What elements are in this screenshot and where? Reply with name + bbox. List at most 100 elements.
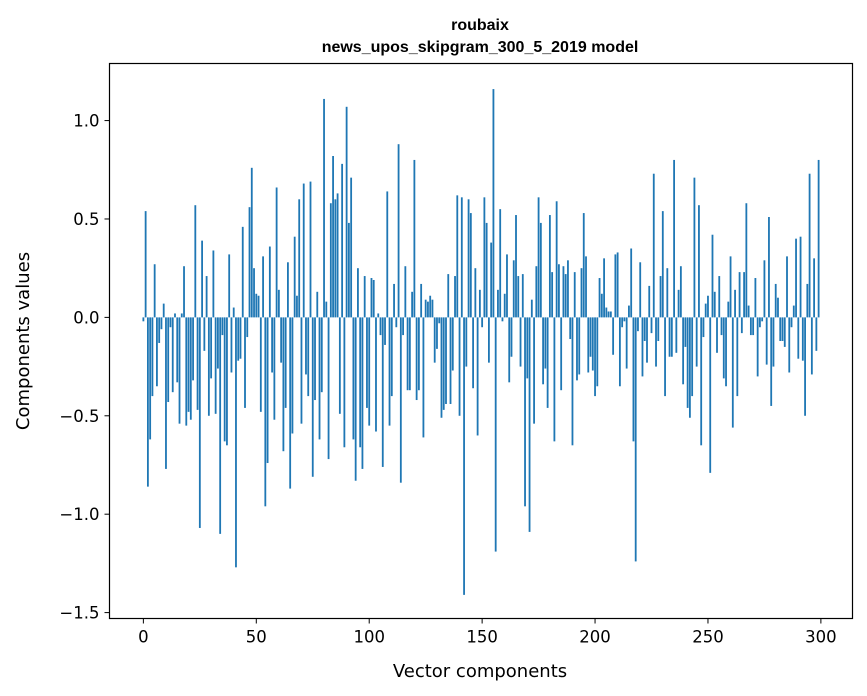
bar — [277, 289, 280, 318]
bar — [386, 191, 389, 318]
bar — [609, 311, 612, 318]
chart-subtitle: news_upos_skipgram_300_5_2019 model — [322, 39, 639, 56]
bar — [214, 317, 217, 414]
bar — [652, 173, 655, 318]
y-tick-label: −0.5 — [59, 407, 99, 426]
bar — [300, 317, 303, 424]
bar — [810, 317, 813, 375]
bar — [305, 317, 307, 375]
bar — [467, 199, 470, 318]
bar — [451, 317, 454, 371]
bar — [327, 317, 330, 460]
bar — [655, 317, 657, 367]
bar — [363, 276, 366, 318]
bar — [600, 293, 603, 318]
bar — [361, 317, 364, 469]
bar — [544, 317, 547, 369]
bar — [485, 222, 488, 318]
bar — [273, 317, 276, 420]
bar — [668, 317, 671, 357]
bar — [427, 301, 429, 318]
bar — [146, 317, 149, 487]
bar — [641, 317, 644, 377]
bar — [736, 317, 739, 397]
bar — [235, 317, 237, 568]
bar — [447, 274, 450, 318]
bar — [192, 317, 194, 381]
bar — [801, 317, 804, 361]
bar — [178, 317, 181, 424]
bar — [366, 317, 368, 408]
bar — [734, 289, 736, 318]
bars-group — [142, 89, 820, 595]
bar — [673, 159, 675, 318]
bar — [241, 226, 244, 318]
bar — [598, 278, 601, 318]
bar — [632, 317, 635, 442]
bar — [797, 317, 800, 359]
bar — [429, 295, 432, 318]
bar — [395, 317, 398, 328]
bar — [203, 317, 206, 351]
bar — [379, 317, 382, 336]
bar — [670, 317, 673, 357]
bar — [255, 293, 258, 318]
bar — [289, 317, 292, 489]
bar — [415, 317, 418, 401]
bar — [370, 278, 373, 318]
bar — [718, 276, 721, 318]
bar — [221, 317, 224, 336]
bar — [291, 317, 294, 434]
bar — [698, 205, 700, 318]
bar — [198, 317, 201, 528]
bar — [244, 317, 246, 408]
bar — [151, 317, 154, 397]
bar — [770, 317, 773, 406]
bar — [607, 311, 610, 318]
bar — [259, 317, 262, 412]
bar — [440, 317, 443, 418]
bar — [483, 197, 486, 318]
bar — [497, 289, 499, 318]
bar — [605, 307, 608, 318]
bar — [442, 317, 445, 410]
bar — [792, 305, 795, 318]
bar — [472, 317, 474, 389]
bar — [424, 299, 427, 318]
bar — [404, 266, 407, 318]
y-tick-label: 0.5 — [73, 210, 99, 229]
bar — [325, 301, 328, 318]
bar — [357, 268, 359, 318]
bar — [618, 317, 621, 387]
bar — [494, 317, 497, 552]
bar — [239, 317, 242, 359]
bar — [323, 98, 325, 318]
bar — [749, 317, 752, 336]
bar — [183, 266, 185, 318]
bar — [390, 317, 393, 397]
bar — [162, 303, 165, 318]
bar — [558, 264, 560, 318]
bar — [688, 317, 691, 418]
bar — [359, 317, 362, 448]
bar — [781, 317, 784, 341]
bar — [524, 317, 526, 507]
bar — [469, 213, 472, 318]
bar — [406, 317, 409, 391]
bar — [465, 317, 468, 367]
bar — [808, 173, 811, 318]
bar — [646, 317, 648, 363]
bar — [634, 317, 637, 562]
bar — [596, 317, 599, 387]
y-tick-label: −1.5 — [59, 604, 99, 623]
bar — [284, 317, 287, 408]
bar — [402, 317, 404, 336]
y-axis-ticks: −1.5 −1.0 −0.5 0.0 0.5 1.0 — [59, 112, 110, 623]
bar — [813, 258, 816, 318]
bar — [648, 285, 651, 318]
bar — [716, 317, 718, 353]
bar — [519, 317, 522, 367]
bar — [729, 256, 732, 318]
bar — [345, 106, 348, 318]
bar — [413, 159, 416, 318]
